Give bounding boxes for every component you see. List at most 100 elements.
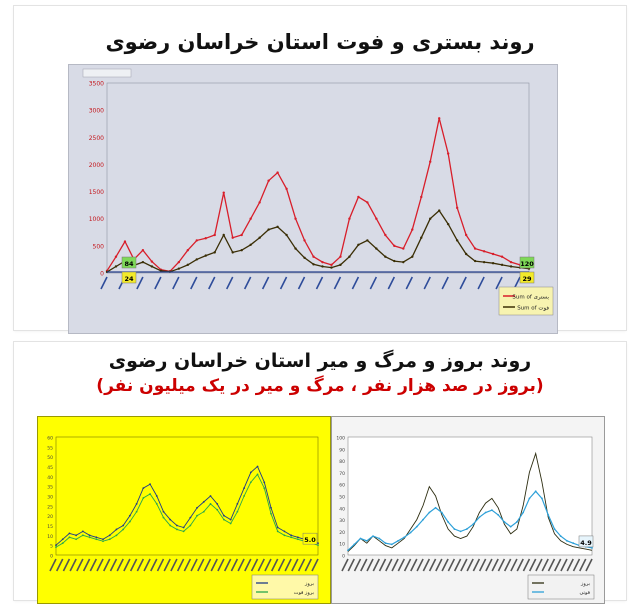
chart3-data-point: [528, 497, 531, 500]
data-point-s2: [81, 534, 84, 537]
x-tick-mark: [217, 558, 225, 572]
bottom-panel: روند بروز و مرگ و میر استان خراسان رضوی …: [14, 342, 626, 604]
chart2-legend-label-1: بروز: [304, 581, 314, 587]
data-point-s2: [236, 510, 239, 513]
x-tick-mark: [284, 558, 292, 572]
y-tick-label: 500: [93, 243, 105, 250]
data-point-s1: [186, 249, 190, 252]
x-tick-mark: [291, 558, 299, 572]
x-tick-mark: [403, 558, 412, 572]
y-tick-label: 10: [339, 542, 345, 548]
data-point-s2: [290, 536, 293, 539]
x-tick-mark: [497, 558, 506, 572]
data-point-s1: [149, 483, 151, 486]
data-point-s2: [240, 249, 243, 252]
x-tick-mark: [547, 558, 556, 572]
x-tick-mark: [566, 558, 574, 572]
chart3-data-point: [390, 543, 393, 546]
data-point-s2: [283, 534, 286, 537]
data-point-s2: [142, 497, 145, 499]
data-point-s1: [108, 534, 111, 537]
data-point-s2: [276, 530, 279, 533]
data-point-s2: [55, 546, 57, 549]
data-point-s2: [189, 524, 192, 527]
chart3-data-point: [490, 509, 493, 512]
data-point-s2: [222, 233, 225, 237]
y-tick-label: 80: [339, 459, 345, 465]
x-tick-mark: [360, 558, 368, 572]
y-tick-label: 5: [50, 544, 53, 550]
chart3-svg: 0 10 20 30 40 50 60 70 80 90 100 4.9 بروز فوتی: [336, 436, 595, 600]
chart3-data-point: [397, 539, 399, 542]
y-tick-label: 40: [339, 506, 345, 512]
chart3-legend-label-1: بروز: [580, 581, 590, 587]
x-tick-mark: [244, 558, 252, 572]
data-point-s2: [135, 510, 138, 513]
data-point-s1: [123, 240, 127, 243]
data-point-s1: [128, 514, 131, 517]
x-tick-mark: [129, 558, 138, 572]
data-point-s2: [393, 259, 396, 263]
data-point-s2: [108, 538, 111, 541]
data-point-s1: [202, 501, 205, 503]
chart3-data-point: [359, 537, 362, 540]
x-tick-mark: [579, 558, 587, 572]
chart3-data-point: [509, 525, 512, 528]
data-point-s2: [209, 502, 212, 505]
chart3-data-point: [472, 523, 475, 526]
x-tick-mark: [270, 558, 279, 572]
data-point-s1: [283, 530, 286, 533]
data-point-s2: [455, 239, 459, 242]
data-point-s2: [204, 254, 207, 257]
x-tick-mark: [459, 276, 467, 290]
chart1-svg: 0 500 1000 1500 2000 2500 3000 3500 24 84 29 120 Sum…: [82, 68, 554, 316]
data-point-s1: [249, 471, 252, 474]
data-point-s2: [216, 508, 219, 511]
data-point-s1: [420, 195, 423, 199]
x-tick-mark: [560, 558, 568, 572]
data-point-s2: [128, 520, 131, 523]
x-tick-mark: [397, 558, 406, 572]
x-tick-mark: [150, 558, 158, 572]
data-point-s1: [491, 252, 495, 256]
data-point-s2: [114, 265, 118, 268]
x-tick-mark: [203, 558, 212, 572]
data-point-s1: [114, 255, 118, 258]
data-point-s1: [330, 263, 333, 267]
y-tick-label: 50: [47, 455, 53, 461]
data-point-s2: [357, 243, 360, 246]
chart3-data-point: [378, 537, 381, 540]
data-point-s2: [258, 236, 261, 239]
x-tick-mark: [441, 276, 449, 290]
x-tick-mark: [341, 558, 349, 572]
data-point-s1: [209, 495, 212, 497]
x-tick-mark: [503, 558, 512, 572]
y-tick-label: 0: [100, 271, 104, 278]
data-point-s2: [420, 236, 423, 239]
data-point-s2: [312, 263, 315, 266]
data-point-s1: [150, 260, 154, 263]
x-tick-mark: [477, 276, 485, 290]
data-point-s2: [330, 266, 333, 269]
data-point-s1: [222, 191, 225, 194]
data-point-s2: [231, 251, 234, 254]
x-tick-mark: [304, 558, 312, 572]
y-tick-label: 100: [336, 436, 345, 442]
x-tick-mark: [250, 558, 259, 572]
x-tick-mark: [116, 558, 124, 572]
data-point-s2: [256, 473, 259, 476]
x-tick-mark: [230, 558, 239, 572]
x-tick-mark: [109, 558, 118, 572]
data-point-s1: [216, 502, 219, 505]
x-tick-mark: [225, 276, 234, 290]
y-tick-label: 3500: [89, 81, 104, 88]
x-tick-mark: [554, 558, 562, 572]
x-tick-mark: [190, 558, 198, 572]
chart3-data-point: [447, 521, 450, 523]
chart3-legend-label-2: فوتی: [579, 590, 590, 596]
data-point-s1: [290, 534, 293, 537]
data-point-s2: [229, 522, 232, 525]
data-point-s2: [150, 265, 154, 268]
x-tick-mark: [315, 276, 324, 290]
legend-label-1: Sum of بستری: [512, 295, 549, 301]
